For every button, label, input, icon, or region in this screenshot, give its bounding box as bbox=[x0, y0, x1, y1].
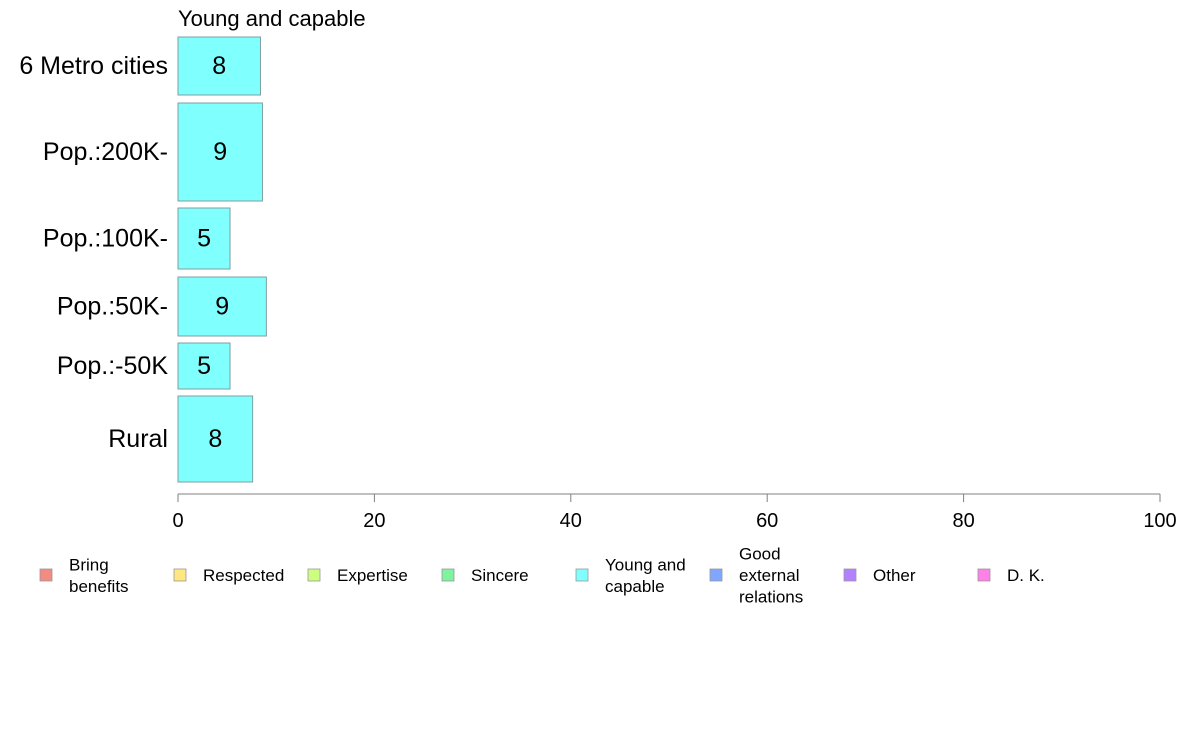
legend-label: Bring benefits bbox=[69, 555, 129, 596]
category-label: 6 Metro cities bbox=[19, 52, 168, 80]
legend: Bring benefits Respected Expertise Sincere Yo… bbox=[40, 544, 1045, 606]
bars-group: 8 9 5 9 5 8 bbox=[178, 37, 266, 482]
category-label: Pop.:50K- bbox=[57, 293, 168, 321]
legend-swatch bbox=[174, 569, 186, 581]
legend-swatch bbox=[40, 569, 52, 581]
bar-chart: Young and capable 8 9 5 9 5 8 6 Metro cities P… bbox=[0, 0, 1188, 736]
legend-label: Respected bbox=[203, 566, 284, 585]
x-tick-label: 100 bbox=[1143, 510, 1176, 532]
legend-swatch bbox=[442, 569, 454, 581]
category-label: Rural bbox=[108, 425, 168, 453]
legend-swatch bbox=[710, 569, 722, 581]
legend-label: Expertise bbox=[337, 566, 408, 585]
category-label: Pop.:-50K bbox=[57, 352, 169, 380]
bar-value-label: 9 bbox=[215, 293, 229, 321]
legend-label: D. K. bbox=[1007, 566, 1045, 585]
legend-label: Young and capable bbox=[605, 555, 686, 596]
bar-value-label: 5 bbox=[197, 225, 211, 253]
bar-value-label: 9 bbox=[213, 138, 227, 166]
category-label: Pop.:200K- bbox=[43, 138, 168, 166]
x-tick-label: 40 bbox=[560, 510, 582, 532]
legend-swatch bbox=[576, 569, 588, 581]
legend-label: Other bbox=[873, 566, 916, 585]
category-labels: 6 Metro cities Pop.:200K- Pop.:100K- Pop.:5… bbox=[19, 52, 168, 453]
legend-swatch bbox=[308, 569, 320, 581]
legend-swatch bbox=[978, 569, 990, 581]
x-tick-label: 0 bbox=[172, 510, 183, 532]
legend-label: Sincere bbox=[471, 566, 529, 585]
category-label: Pop.:100K- bbox=[43, 225, 168, 253]
legend-swatch bbox=[844, 569, 856, 581]
bar-value-label: 5 bbox=[197, 352, 211, 380]
legend-label: Good external relations bbox=[739, 544, 803, 606]
x-tick-label: 20 bbox=[363, 510, 385, 532]
x-axis: 0 20 40 60 80 100 bbox=[172, 494, 1176, 532]
x-tick-label: 80 bbox=[952, 510, 974, 532]
bar-value-label: 8 bbox=[208, 425, 222, 453]
bar-value-label: 8 bbox=[212, 52, 226, 80]
chart-title: Young and capable bbox=[178, 6, 366, 31]
x-tick-label: 60 bbox=[756, 510, 778, 532]
